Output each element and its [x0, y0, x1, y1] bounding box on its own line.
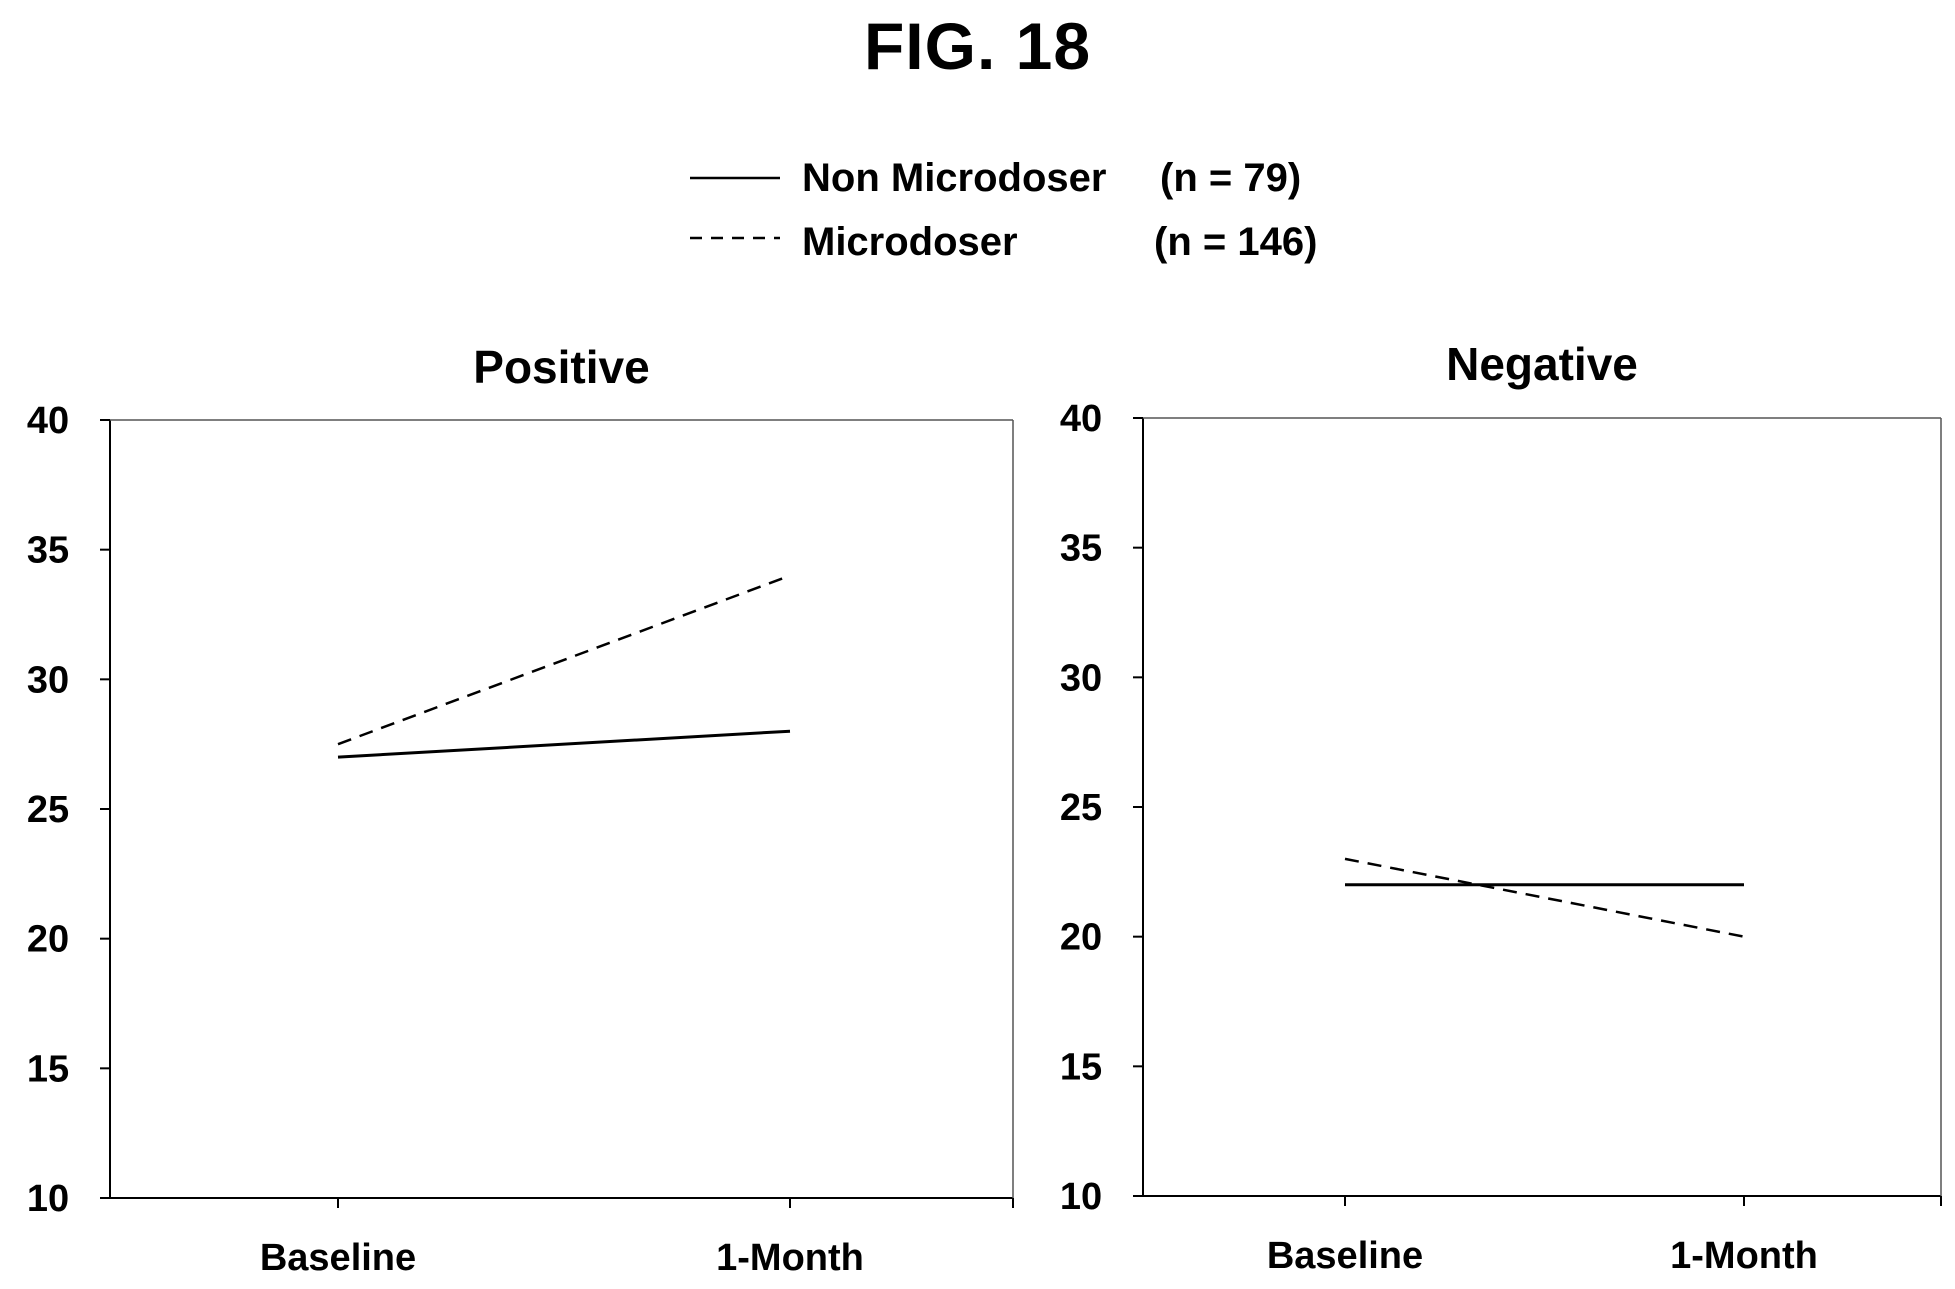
chart-panel-positive: Positive 10 15 20 25 30 35 40 Baseline 1-Month	[27, 341, 1014, 1279]
legend-swatch-dashed	[690, 236, 780, 240]
y-tick-label: 40	[27, 400, 69, 442]
x-tick-label: 1-Month	[1670, 1235, 1818, 1277]
legend-entry-non-microdoser: Non Microdoser (n = 79)	[690, 150, 1390, 206]
x-tick-label: Baseline	[260, 1237, 416, 1279]
series-line-microdoser	[337, 574, 791, 746]
chart-panel-negative: Negative 10 15 20 25 30 35 40 Baseline 1-Month	[1060, 338, 1942, 1277]
legend: Non Microdoser (n = 79) Microdoser (n = …	[0, 0, 1955, 280]
y-tick-label: 30	[27, 659, 69, 701]
y-tick-label: 10	[27, 1178, 69, 1220]
y-tick-label: 35	[27, 530, 69, 572]
series-line-microdoser	[1344, 857, 1745, 938]
legend-swatch-solid	[690, 176, 780, 180]
y-tick-label: 20	[1060, 917, 1102, 959]
y-tick-label: 20	[27, 919, 69, 961]
legend-count: (n = 79)	[1160, 156, 1302, 200]
series-line-non-microdoser	[337, 729, 791, 759]
x-tick-label: 1-Month	[716, 1237, 864, 1279]
chart-title: Negative	[1446, 338, 1638, 390]
y-tick-label: 25	[1060, 787, 1102, 829]
figure-title: FIG. 18	[863, 9, 1092, 83]
y-tick-label: 10	[1060, 1176, 1102, 1218]
legend-label: Microdoser	[802, 220, 1018, 264]
x-tick-label: Baseline	[1267, 1235, 1423, 1277]
y-tick-label: 30	[1060, 657, 1102, 699]
legend-entry-microdoser: Microdoser (n = 146)	[690, 214, 1390, 270]
y-tick-label: 15	[1060, 1046, 1102, 1088]
legend-count: (n = 146)	[1154, 220, 1318, 264]
y-tick-label: 25	[27, 789, 69, 831]
legend-label: Non Microdoser	[802, 156, 1107, 200]
y-tick-label: 35	[1060, 528, 1102, 570]
y-tick-label: 40	[1060, 398, 1102, 440]
chart-title: Positive	[473, 341, 649, 393]
y-tick-label: 15	[27, 1048, 69, 1090]
